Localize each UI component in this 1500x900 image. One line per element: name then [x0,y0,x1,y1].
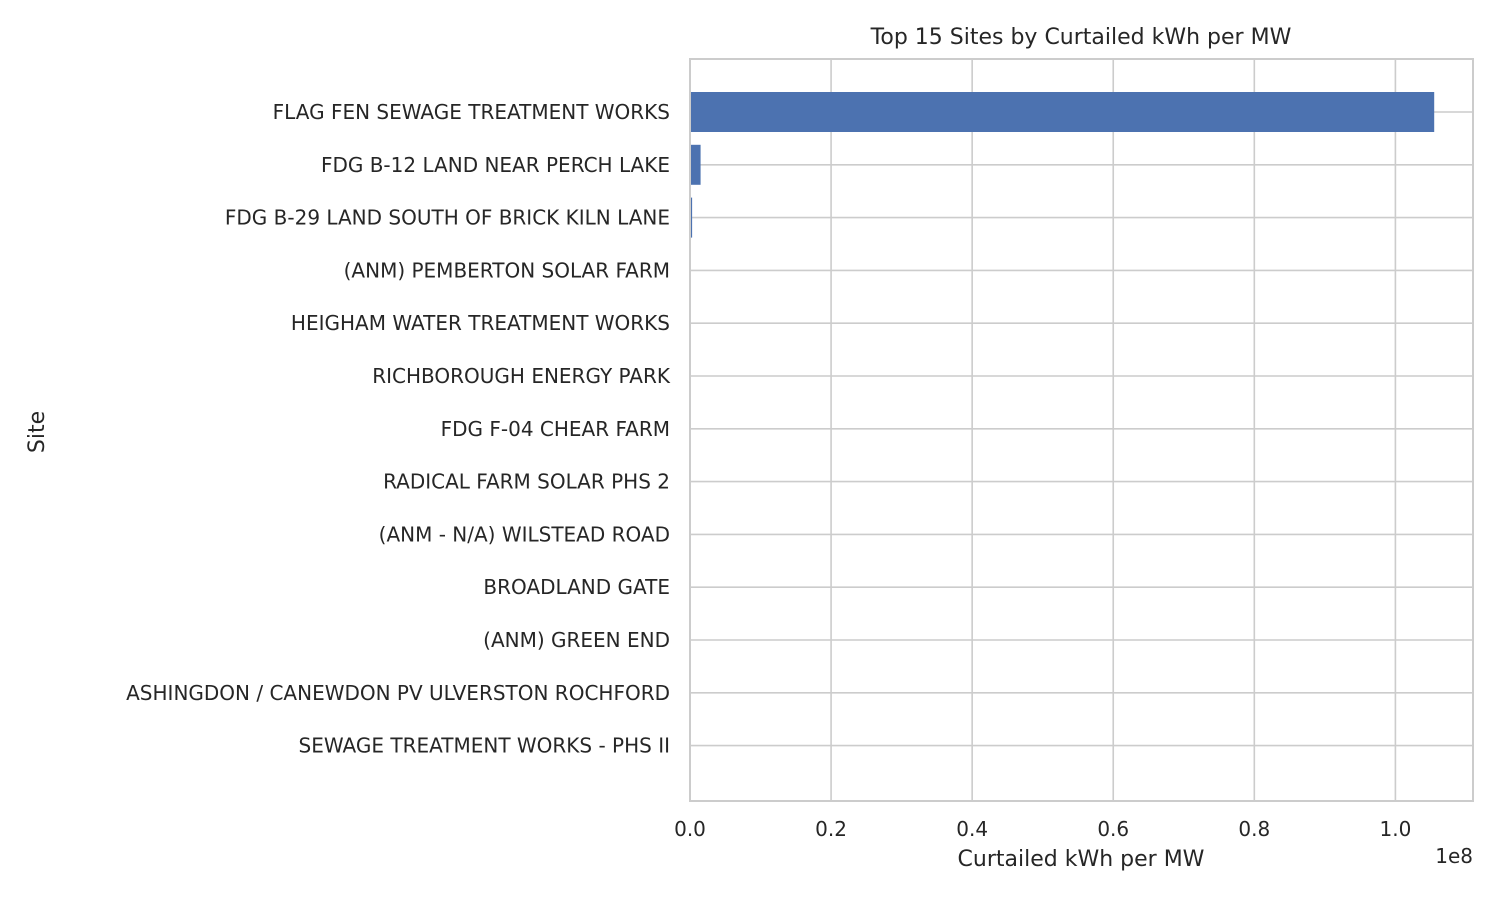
chart-title: Top 15 Sites by Curtailed kWh per MW [870,25,1292,50]
y-tick-label: (ANM - N/A) WILSTEAD ROAD [379,522,670,546]
plot-frame [689,58,1474,802]
bar [690,92,1435,132]
x-tick-label: 0.0 [674,817,706,841]
x-axis-label: Curtailed kWh per MW [958,847,1205,872]
y-tick-label: RICHBOROUGH ENERGY PARK [372,364,671,388]
y-tick-label: (ANM) PEMBERTON SOLAR FARM [344,258,670,282]
y-tick-label: (ANM) GREEN END [483,628,670,652]
grid [689,59,1473,801]
y-tick-label: HEIGHAM WATER TREATMENT WORKS [291,311,670,335]
y-axis-label: Site [25,411,50,453]
bar [690,197,693,238]
x-tick-label: 0.8 [1238,817,1270,841]
y-tick-label: FLAG FEN SEWAGE TREATMENT WORKS [273,100,670,124]
x-tick-label: 0.6 [1097,817,1129,841]
x-tick-labels: 0.0 0.2 0.4 0.6 0.8 1.0 [674,817,1411,841]
y-tick-label: FDG F-04 CHEAR FARM [441,417,670,441]
y-tick-labels: FLAG FEN SEWAGE TREATMENT WORKS FDG B-12 … [126,100,671,758]
y-tick-label: FDG B-29 LAND SOUTH OF BRICK KILN LANE [225,206,670,230]
y-tick-label: BROADLAND GATE [483,575,670,599]
x-tick-label: 0.2 [815,817,847,841]
y-tick-label: RADICAL FARM SOLAR PHS 2 [383,470,670,494]
y-tick-label: ASHINGDON / CANEWDON PV ULVERSTON ROCHFO… [126,681,670,705]
x-tick-label: 1.0 [1379,817,1411,841]
x-scale-label: 1e8 [1435,844,1473,868]
x-tick-label: 0.4 [956,817,988,841]
bar [690,144,701,185]
y-tick-label: FDG B-12 LAND NEAR PERCH LAKE [321,153,670,177]
y-tick-label: SEWAGE TREATMENT WORKS - PHS II [299,734,670,758]
